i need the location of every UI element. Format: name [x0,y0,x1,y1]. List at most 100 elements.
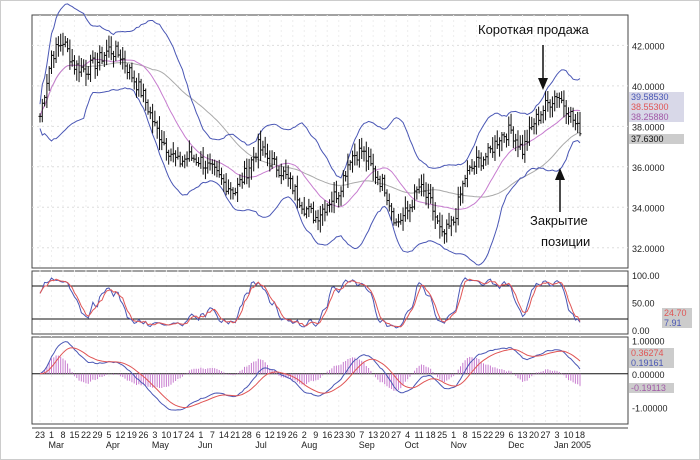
price-tick-label: 42.0000 [632,41,665,51]
price-bar [245,158,249,185]
price-bar [89,54,93,83]
date-tick-label: 2 [302,430,307,440]
price-bar [537,106,541,126]
price-bar [95,52,99,76]
bollinger-upper-band [39,3,581,179]
price-bar [387,193,391,212]
price-bar [401,207,405,231]
price-bar [128,64,132,80]
price-bar [353,143,357,166]
date-tick-label: 15 [472,430,482,440]
price-bar [86,66,90,80]
price-bar [125,63,129,80]
price-bar [403,196,407,222]
price-bar [123,50,127,74]
price-bar [346,153,350,188]
month-label: Mar [48,440,64,450]
price-bar [560,91,564,104]
price-bar [429,184,433,204]
price-bar [197,157,201,167]
price-bar [144,88,148,111]
date-tick-label: 26 [288,430,298,440]
stochastic-d-line [39,278,581,328]
date-tick-label: 6 [256,430,261,440]
price-bar [272,152,276,166]
last-value-label: 7.91 [664,318,682,328]
annotation-close-position-2: позиции [541,234,591,249]
price-bar [169,148,173,162]
price-bar [362,146,366,162]
price-bar [291,175,295,195]
price-bar [263,136,267,158]
moving-average-line [39,58,581,211]
date-tick-label: 23 [334,430,344,440]
month-label: Apr [106,440,120,450]
price-bar [339,186,343,206]
month-label: May [152,440,170,450]
last-value-label: 38.25880 [631,112,669,122]
price-bar [84,59,88,86]
date-tick-label: 1 [451,430,456,440]
last-value-label: 39.58530 [631,92,669,102]
price-bar [114,40,118,62]
price-bar [569,106,573,123]
price-bar [229,182,233,200]
price-bar [224,173,228,196]
price-bar [203,160,207,180]
price-bar [288,172,292,190]
price-bar [121,46,125,70]
date-tick-label: 18 [575,430,585,440]
price-bar [215,160,219,178]
price-bar [300,201,304,215]
price-bar [475,146,479,175]
price-bar [348,160,352,171]
price-bar [516,130,520,158]
price-bar [54,37,58,63]
date-tick-label: 7 [210,430,215,440]
date-tick-label: 11 [414,430,423,440]
price-bar [314,210,318,223]
price-bar [112,50,116,68]
price-bar [307,198,311,217]
price-bar [555,92,559,108]
price-bar [295,175,299,209]
price-tick-label: 34.0000 [632,203,665,213]
price-bar [525,129,529,151]
last-value-label: 0.36274 [631,348,664,358]
price-bar [360,137,364,160]
stochastic-tick-label: 50.00 [632,299,655,309]
price-bar [578,111,582,137]
price-bar [564,99,568,124]
last-value-box [629,348,674,358]
price-bar [493,135,497,161]
price-bar [282,166,286,181]
date-tick-label: 10 [564,430,574,440]
price-bar [573,114,577,131]
date-tick-label: 4 [405,430,410,440]
price-bar [176,147,180,160]
price-bar [167,149,171,165]
month-label: Jan 2005 [554,440,591,450]
price-bar [523,130,527,163]
date-tick-label: 28 [242,430,252,440]
price-bar [141,83,145,103]
date-tick-label: 27 [541,430,551,440]
macd-tick-label: -1.00000 [632,403,668,413]
date-tick-label: 14 [219,430,229,440]
price-bar [153,110,157,127]
date-tick-label: 3 [555,430,560,440]
price-tick-label: 40.0000 [632,82,665,92]
price-bar [431,186,435,221]
price-bar [502,132,506,143]
date-tick-label: 5 [106,430,111,440]
price-bar [146,99,150,115]
date-tick-label: 24 [184,430,194,440]
short-sale-arrowhead [538,78,548,90]
price-bar [456,186,460,226]
last-value-box [629,112,684,122]
price-bar [151,103,155,134]
last-value-label: 37.6300 [631,134,664,144]
last-value-box [629,358,674,368]
price-bar [243,160,247,185]
